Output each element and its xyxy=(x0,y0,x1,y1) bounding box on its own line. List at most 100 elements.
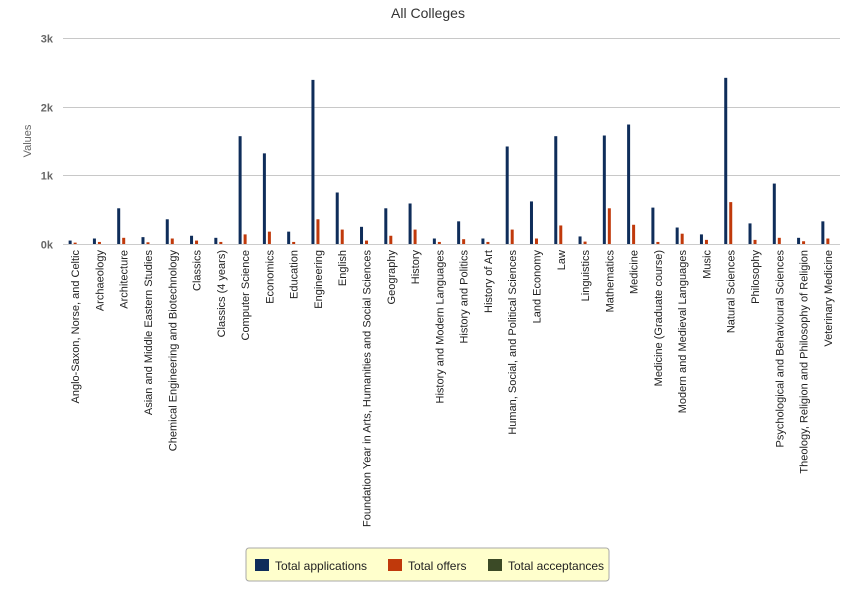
bar xyxy=(510,229,514,244)
bar xyxy=(117,208,121,244)
bar xyxy=(141,237,145,244)
x-tick-label: Modern and Medieval Languages xyxy=(677,250,689,414)
x-tick-label: Architecture xyxy=(119,250,131,309)
bar xyxy=(384,208,388,244)
bar xyxy=(287,231,291,244)
bar xyxy=(481,238,485,244)
bar xyxy=(190,235,194,244)
bar xyxy=(607,208,611,244)
x-tick-label: Classics (4 years) xyxy=(216,250,228,337)
x-tick-label: Anglo-Saxon, Norse, and Celtic xyxy=(70,250,82,404)
bar xyxy=(170,238,174,244)
x-tick-label: English xyxy=(337,250,349,286)
legend-box xyxy=(245,547,610,582)
bar xyxy=(529,201,533,244)
x-tick-label: Asian and Middle Eastern Studies xyxy=(143,250,155,416)
bar xyxy=(413,229,417,244)
bar xyxy=(68,240,72,244)
x-tick-label: Computer Science xyxy=(240,250,252,341)
chart-title: All Colleges xyxy=(391,5,465,21)
x-tick-label: Chemical Engineering and Biotechnology xyxy=(167,250,179,452)
bar xyxy=(699,234,703,244)
bar xyxy=(122,237,126,244)
y-axis-label: Values xyxy=(22,124,34,157)
bar xyxy=(408,203,412,244)
x-tick-label: Law xyxy=(556,250,568,270)
x-tick-label: Geography xyxy=(386,250,398,305)
bar xyxy=(680,233,684,244)
bar xyxy=(602,135,606,244)
bar xyxy=(559,225,563,244)
x-tick-label: Archaeology xyxy=(94,250,106,312)
bar xyxy=(802,241,806,244)
x-tick-label: History of Art xyxy=(483,250,495,313)
bar xyxy=(505,146,509,244)
x-tick-label: Engineering xyxy=(313,250,325,309)
legend-label: Total applications xyxy=(275,559,367,573)
bar xyxy=(826,238,830,244)
bar xyxy=(632,224,636,244)
bar xyxy=(243,234,247,244)
y-tick-label: 2k xyxy=(41,103,54,115)
bar xyxy=(214,237,218,244)
bar xyxy=(97,241,101,244)
bar xyxy=(437,241,441,244)
bar xyxy=(238,136,242,244)
x-tick-label: History and Politics xyxy=(459,250,471,344)
bar xyxy=(432,238,436,244)
bar xyxy=(457,221,461,244)
bar xyxy=(772,183,776,244)
x-axis-ticks: Anglo-Saxon, Norse, and Celtic Archaeolog… xyxy=(70,250,835,528)
bar xyxy=(146,242,150,244)
x-tick-label: History xyxy=(410,250,422,285)
bar xyxy=(292,241,296,244)
bar xyxy=(262,153,266,244)
x-tick-label: Medicine (Graduate course) xyxy=(653,250,665,386)
bar xyxy=(777,237,781,244)
bar xyxy=(656,241,660,244)
bar xyxy=(165,219,169,244)
x-tick-label: Mathematics xyxy=(604,250,616,313)
x-tick-label: Music xyxy=(701,250,713,279)
bar xyxy=(219,241,223,244)
bar xyxy=(729,202,733,244)
bar xyxy=(311,79,315,244)
bar xyxy=(92,238,96,244)
x-tick-label: Land Economy xyxy=(531,250,543,324)
x-tick-label: Medicine xyxy=(629,250,641,294)
bar xyxy=(340,229,344,244)
bar xyxy=(534,238,538,244)
bar xyxy=(797,237,801,244)
y-tick-label: 3k xyxy=(41,34,54,46)
bars xyxy=(68,77,830,244)
x-tick-label: Economics xyxy=(264,250,276,304)
x-tick-label: Theology, Religion and Philosophy of Rel… xyxy=(799,250,811,474)
legend-label: Total acceptances xyxy=(508,559,604,573)
x-tick-label: Psychological and Behavioural Sciences xyxy=(774,250,786,448)
x-tick-label: Human, Social, and Political Sciences xyxy=(507,250,519,435)
legend-swatch xyxy=(388,559,402,571)
bar xyxy=(316,219,320,244)
bar xyxy=(195,240,199,244)
bar xyxy=(704,239,708,244)
x-tick-label: Education xyxy=(289,250,301,299)
x-tick-label: Linguistics xyxy=(580,250,592,302)
bar xyxy=(627,124,631,244)
x-tick-label: Natural Sciences xyxy=(726,250,738,334)
bar xyxy=(651,207,655,244)
bar xyxy=(675,227,679,244)
bar xyxy=(724,77,728,244)
legend: Total applications Total offers Total acce… xyxy=(245,547,610,582)
bar xyxy=(753,239,757,244)
x-tick-label: Philosophy xyxy=(750,250,762,304)
legend-label: Total offers xyxy=(408,559,466,573)
x-tick-label: Foundation Year in Arts, Humanities and … xyxy=(362,250,374,527)
bar xyxy=(365,240,369,244)
bar xyxy=(583,241,587,244)
bar xyxy=(73,242,77,244)
x-tick-label: History and Modern Languages xyxy=(434,250,446,404)
y-tick-label: 0k xyxy=(41,240,54,252)
bar xyxy=(554,136,558,244)
bar xyxy=(360,226,364,244)
